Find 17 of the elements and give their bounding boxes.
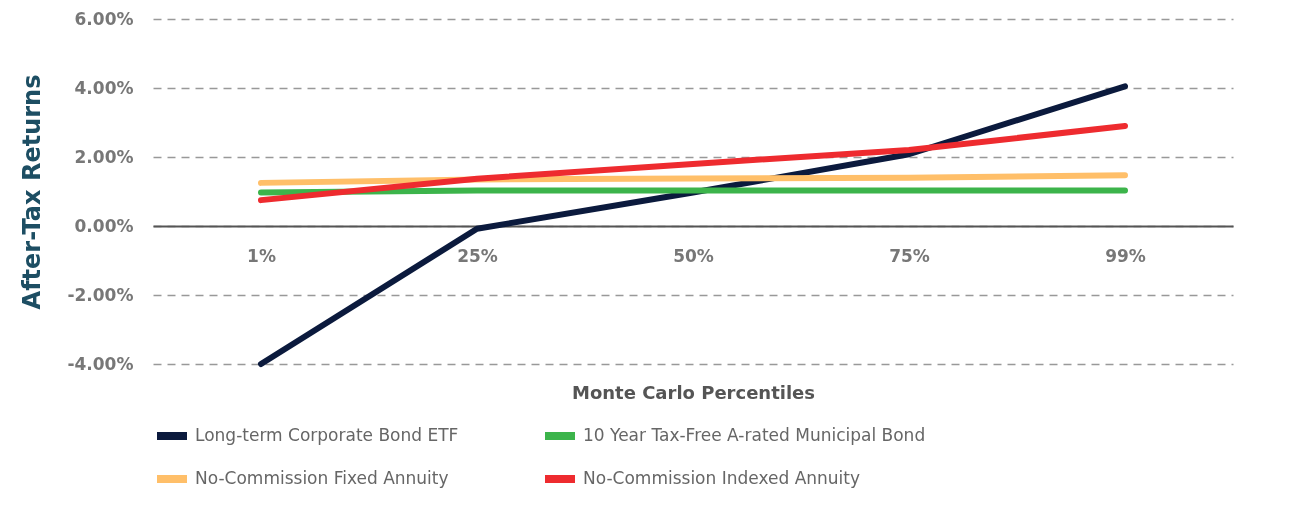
y-axis-title: After-Tax Returns xyxy=(18,74,47,310)
legend-label: No-Commission Indexed Annuity xyxy=(583,468,861,488)
x-tick-label: 1% xyxy=(247,245,276,266)
y-tick-label: -4.00% xyxy=(67,353,134,374)
legend-label: 10 Year Tax-Free A-rated Municipal Bond xyxy=(583,425,926,445)
x-tick-label: 75% xyxy=(889,245,930,266)
legend-label: No-Commission Fixed Annuity xyxy=(195,468,449,488)
y-tick-label: 2.00% xyxy=(74,146,134,167)
x-tick-label: 99% xyxy=(1105,245,1146,266)
y-tick-label: -2.00% xyxy=(67,284,134,305)
x-tick-label: 50% xyxy=(673,245,714,266)
y-tick-label: 4.00% xyxy=(74,77,134,98)
y-tick-label: 0.00% xyxy=(74,215,134,236)
legend-label: Long-term Corporate Bond ETF xyxy=(195,425,459,445)
x-axis-title: Monte Carlo Percentiles xyxy=(571,381,816,403)
y-tick-label: 6.00% xyxy=(74,8,134,29)
x-tick-label: 25% xyxy=(457,245,498,266)
